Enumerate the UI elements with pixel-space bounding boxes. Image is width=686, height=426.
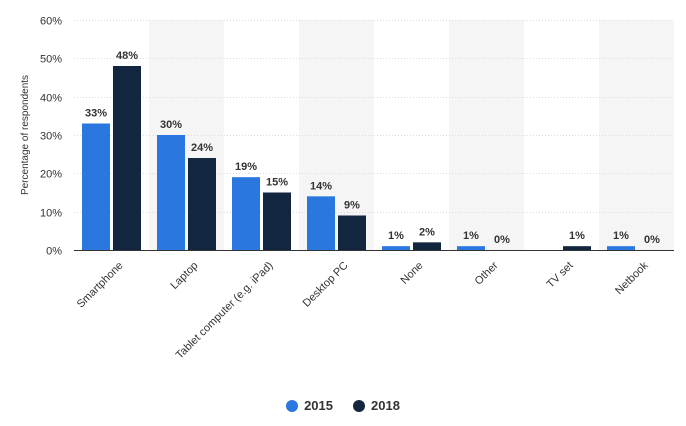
- bar-2015-3[interactable]: [307, 196, 335, 250]
- bar-2018-2[interactable]: [263, 192, 291, 251]
- data-label-2015-3: 14%: [310, 180, 332, 192]
- data-label-2018-0: 48%: [116, 50, 138, 62]
- data-label-2018-7: 0%: [644, 234, 660, 246]
- legend-item-2015[interactable]: 2015: [286, 398, 333, 413]
- x-tick-label: Desktop PC: [301, 260, 351, 310]
- y-tick-label: 20%: [40, 169, 62, 181]
- y-axis-ticks: 0% 10% 20% 30% 40% 50% 60%: [40, 16, 62, 258]
- data-label-2015-1: 30%: [160, 119, 182, 131]
- data-label-2015-7: 1%: [613, 230, 629, 242]
- legend: 2015 2018: [0, 398, 686, 413]
- x-tick-label: Netbook: [613, 259, 651, 297]
- bar-2018-1[interactable]: [188, 158, 216, 250]
- data-label-2015-2: 19%: [235, 161, 257, 173]
- bar-2015-1[interactable]: [157, 135, 185, 250]
- legend-label-2018: 2018: [371, 398, 400, 413]
- data-label-2018-4: 2%: [419, 226, 435, 238]
- bar-2018-0[interactable]: [113, 66, 141, 250]
- y-axis-label: Percentage of respondents: [20, 75, 31, 195]
- data-label-2015-0: 33%: [85, 108, 107, 120]
- bar-2015-0[interactable]: [82, 123, 110, 251]
- data-label-2018-1: 24%: [191, 142, 213, 154]
- bar-2015-4[interactable]: [382, 246, 410, 250]
- legend-marker-2018: [353, 399, 365, 412]
- bar-2018-6[interactable]: [563, 246, 591, 250]
- data-label-2015-4: 1%: [388, 230, 404, 242]
- bars: [82, 66, 635, 250]
- category-bands: [149, 20, 674, 250]
- x-tick-label: None: [399, 260, 426, 287]
- x-tick-label: Laptop: [168, 260, 200, 292]
- x-tick-label: Other: [473, 259, 501, 287]
- y-tick-label: 50%: [40, 54, 62, 66]
- data-label-2018-5: 0%: [494, 234, 510, 246]
- legend-item-2018[interactable]: 2018: [353, 398, 400, 413]
- data-label-2015-5: 1%: [463, 230, 479, 242]
- y-tick-label: 10%: [40, 208, 62, 220]
- bar-2015-7[interactable]: [607, 246, 635, 250]
- x-tick-label: Smartphone: [75, 260, 126, 311]
- data-labels: 33% 48% 30% 24% 19% 15% 14% 9% 1% 2% 1% 0% 1% 1% 0%: [85, 50, 660, 246]
- y-tick-label: 40%: [40, 93, 62, 105]
- data-label-2018-3: 9%: [344, 200, 360, 212]
- legend-label-2015: 2015: [304, 398, 333, 413]
- data-label-2018-2: 15%: [266, 177, 288, 189]
- bar-2015-2[interactable]: [232, 177, 260, 250]
- y-tick-label: 60%: [40, 16, 62, 28]
- bar-2018-3[interactable]: [338, 215, 366, 251]
- bar-2015-5[interactable]: [457, 246, 485, 250]
- x-tick-label: TV set: [545, 260, 576, 291]
- data-label-2018-6: 1%: [569, 230, 585, 242]
- y-tick-label: 30%: [40, 131, 62, 143]
- bar-2018-4[interactable]: [413, 242, 441, 250]
- legend-marker-2015: [286, 399, 299, 412]
- y-tick-label: 0%: [46, 246, 62, 258]
